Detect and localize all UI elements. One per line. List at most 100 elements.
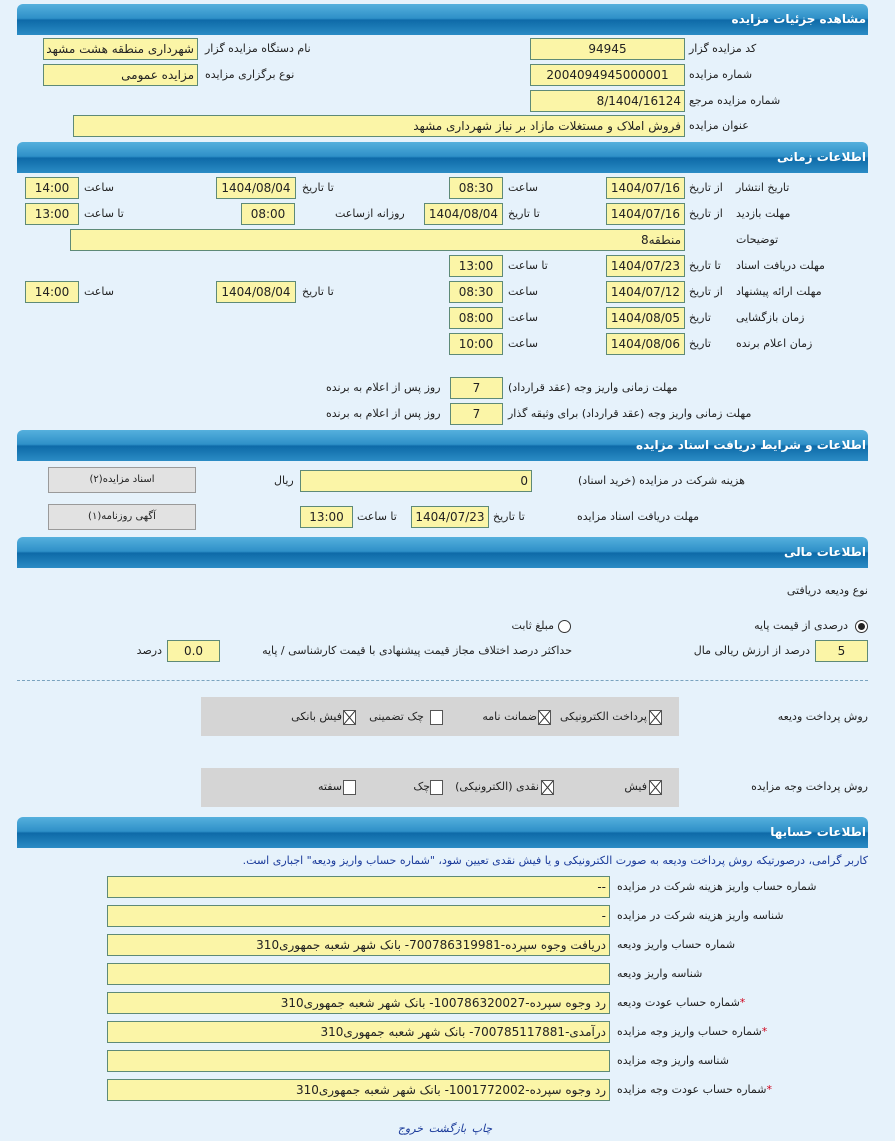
back-link[interactable]: بازگشت <box>428 1122 467 1135</box>
code-field: 94945 <box>530 38 685 60</box>
checkbox-promissory[interactable] <box>343 780 356 795</box>
checkbox-promissory-label: سفته <box>318 780 342 793</box>
account-label-text: شماره حساب عودت وجه مزایده <box>617 1083 767 1096</box>
checkbox-guarantee[interactable] <box>538 710 551 725</box>
visit-daily-from: 08:00 <box>241 203 295 225</box>
title-label: عنوان مزایده <box>689 119 749 132</box>
checkbox-receipt[interactable] <box>649 780 662 795</box>
docs-to-date: 1404/07/23 <box>606 255 685 277</box>
account-label: شماره حساب واریز ودیعه <box>617 934 735 956</box>
exit-link[interactable]: خروج <box>397 1122 424 1135</box>
offer-to-time: 14:00 <box>25 281 79 303</box>
percent-field: 5 <box>815 640 868 662</box>
account-label-text: شناسه واریز وجه مزایده <box>617 1054 729 1067</box>
visit-to-time-label: تا ساعت <box>84 207 124 220</box>
account-label-text: شماره حساب واریز هزینه شرکت در مزایده <box>617 880 817 893</box>
offer-to-label: تا تاریخ <box>302 285 334 298</box>
max-diff-suffix: درصد <box>136 644 162 657</box>
docs-time: 13:00 <box>449 255 503 277</box>
section-header-accounts: اطلاعات حسابها <box>17 817 868 848</box>
print-link[interactable]: چاپ <box>471 1122 493 1135</box>
checkbox-cash-label: نقدی (الکترونیکی) <box>455 780 539 793</box>
account-label: *شماره حساب واریز وجه مزایده <box>617 1021 767 1043</box>
accounts-note: کاربر گرامی، درصورتیکه روش پرداخت ودیعه … <box>242 854 868 867</box>
notes-field: منطقه8 <box>70 229 685 251</box>
org-field: شهرداری منطقه هشت مشهد <box>43 38 198 60</box>
section-header-finance: اطلاعات مالی <box>17 537 868 568</box>
publish-time-label: ساعت <box>508 181 538 194</box>
publish-from-label: از تاریخ <box>689 181 723 194</box>
section-header-docs: اطلاعات و شرایط دریافت اسناد مزایده <box>17 430 868 461</box>
winner-time-label: ساعت <box>508 337 538 350</box>
checkbox-cash[interactable] <box>541 780 554 795</box>
payment-methods-label: روش پرداخت وجه مزایده <box>751 780 868 793</box>
opening-date: 1404/08/05 <box>606 307 685 329</box>
pay-deadline-label: مهلت زمانی واریز وجه (عقد قرارداد) <box>508 381 678 394</box>
title-field: فروش املاک و مستغلات مازاد بر نیاز شهردا… <box>73 115 685 137</box>
radio-fixed[interactable] <box>558 620 571 633</box>
visit-from-label: از تاریخ <box>689 207 723 220</box>
checkbox-cheque2[interactable] <box>430 780 443 795</box>
newspaper-ad-button[interactable]: آگهی روزنامه(۱) <box>48 504 196 530</box>
required-mark: * <box>761 1025 768 1038</box>
pay-deadline-days: 7 <box>450 377 503 399</box>
winner-date-label: تاریخ <box>689 337 711 350</box>
publish-to-date: 1404/08/04 <box>216 177 296 199</box>
account-label: شناسه واریز هزینه شرکت در مزایده <box>617 905 784 927</box>
checkbox-cheque-label: چک تضمینی <box>369 710 424 723</box>
offer-from-label: از تاریخ <box>689 285 723 298</box>
divider <box>17 680 868 681</box>
notes-label: توضیحات <box>736 233 779 246</box>
ref-field: 8/1404/16124 <box>530 90 685 112</box>
auction-documents-button[interactable]: اسناد مزایده(۲) <box>48 467 196 493</box>
winner-label: زمان اعلام برنده <box>736 337 813 350</box>
checkbox-guarantee-label: ضمانت نامه <box>482 710 537 723</box>
publish-from-date: 1404/07/16 <box>606 177 685 199</box>
offer-from-date: 1404/07/12 <box>606 281 685 303</box>
account-field: رد وجوه سپرده-1001772002- بانک شهر شعبه … <box>107 1079 610 1101</box>
publish-label: تاریخ انتشار <box>736 181 790 194</box>
docs-deadline-to-label: تا تاریخ <box>493 510 525 523</box>
pay2-deadline-suffix: روز پس از اعلام به برنده <box>326 407 441 420</box>
opening-time-label: ساعت <box>508 311 538 324</box>
offer-to-date: 1404/08/04 <box>216 281 296 303</box>
account-label-text: شماره حساب عودت ودیعه <box>617 996 740 1009</box>
checkbox-electronic[interactable] <box>649 710 662 725</box>
visit-to-label: تا تاریخ <box>508 207 540 220</box>
docs-to-label: تا تاریخ <box>689 259 721 272</box>
deposit-type-label: نوع ودیعه دریافتی <box>786 584 868 597</box>
checkbox-cheque2-label: چک <box>413 780 430 793</box>
opening-date-label: تاریخ <box>689 311 711 324</box>
section-header-time: اطلاعات زمانی <box>17 142 868 173</box>
checkbox-cheque[interactable] <box>430 710 443 725</box>
deposit-methods-label: روش پرداخت ودیعه <box>777 710 868 723</box>
pay2-deadline-label: مهلت زمانی واریز وجه (عقد قرارداد) برای … <box>508 407 752 420</box>
account-field: -- <box>107 876 610 898</box>
account-field: دریافت وجوه سپرده-700786319981- بانک شهر… <box>107 934 610 956</box>
currency-label: ریال <box>274 474 294 487</box>
visit-label: مهلت بازدید <box>736 207 791 220</box>
radio-percent[interactable] <box>855 620 868 633</box>
fee-label: هزینه شرکت در مزایده (خرید اسناد) <box>578 474 745 487</box>
max-diff-field: 0.0 <box>167 640 220 662</box>
account-label: *شماره حساب عودت وجه مزایده <box>617 1079 772 1101</box>
account-label: شناسه واریز وجه مزایده <box>617 1050 729 1072</box>
docs-deadline-label2: مهلت دریافت اسناد مزایده <box>577 510 700 523</box>
winner-date: 1404/08/06 <box>606 333 685 355</box>
code-label: کد مزایده گزار <box>689 42 757 55</box>
offer-label: مهلت ارائه پیشنهاد <box>736 285 822 298</box>
docs-deadline-time: 13:00 <box>300 506 353 528</box>
footer-links: چاپ بازگشت خروج <box>380 1122 510 1135</box>
visit-from-date: 1404/07/16 <box>606 203 685 225</box>
publish-from-time: 08:30 <box>449 177 503 199</box>
account-label: شناسه واریز ودیعه <box>617 963 702 985</box>
docs-deadline-date: 1404/07/23 <box>411 506 489 528</box>
ref-label: شماره مزایده مرجع <box>689 94 781 107</box>
account-label-text: شناسه واریز ودیعه <box>617 967 703 980</box>
checkbox-bank-receipt[interactable] <box>343 710 356 725</box>
docs-deadline-time-label: تا ساعت <box>357 510 397 523</box>
offer-to-time-label: ساعت <box>84 285 114 298</box>
visit-daily-label: روزانه ازساعت <box>335 207 405 220</box>
account-label-text: شناسه واریز هزینه شرکت در مزایده <box>617 909 784 922</box>
required-mark: * <box>766 1083 772 1096</box>
